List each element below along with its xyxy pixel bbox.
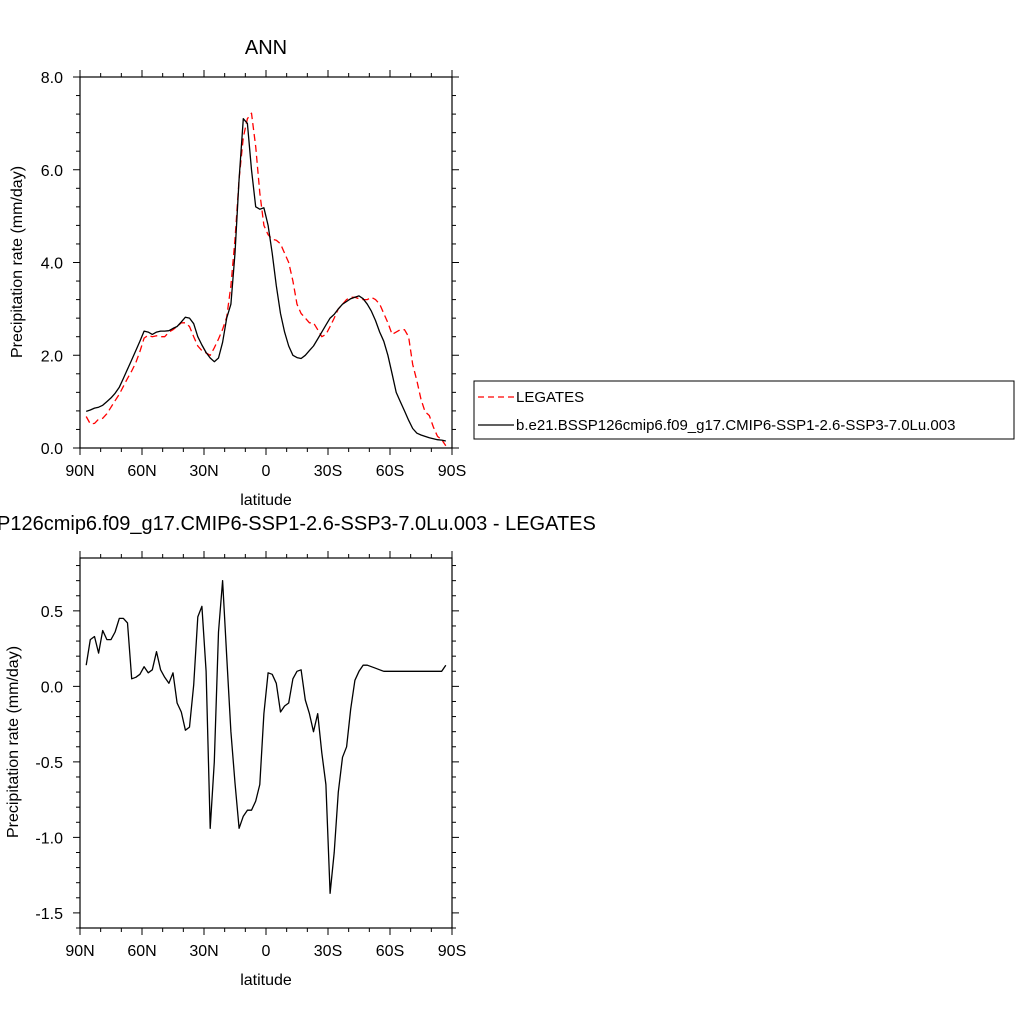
top-chart-xlabel: latitude	[240, 492, 292, 509]
bottom-x-tick-label: 30S	[314, 943, 342, 960]
top-series-line-legates	[85, 112, 447, 447]
bottom-x-tick-label: 90S	[438, 943, 466, 960]
bottom-chart-title: P126cmip6.f09_g17.CMIP6-SSP1-2.6-SSP3-7.…	[0, 513, 596, 535]
top-y-tick-label: 4.0	[41, 256, 63, 273]
top-chart-frame	[79, 76, 453, 449]
top-chart-legend: LEGATES b.e21.BSSP126cmip6.f09_g17.CMIP6…	[473, 380, 1015, 440]
bottom-chart-xlabel: latitude	[240, 972, 292, 989]
top-y-tick-label: 2.0	[41, 348, 63, 365]
top-y-tick-label: 8.0	[41, 70, 63, 87]
top-chart-title: ANN	[245, 37, 287, 59]
top-y-tick-label: 0.0	[41, 441, 63, 458]
bottom-x-tick-label: 90N	[65, 943, 94, 960]
bottom-y-tick-label: 0.5	[41, 604, 63, 621]
legend-label-model: b.e21.BSSP126cmip6.f09_g17.CMIP6-SSP1-2.…	[516, 417, 955, 434]
bottom-x-tick-label: 30N	[189, 943, 218, 960]
bottom-chart-ylabel: Precipitation rate (mm/day)	[5, 646, 22, 838]
top-chart-ylabel: Precipitation rate (mm/day)	[9, 166, 26, 358]
legend-box	[473, 380, 1015, 440]
bottom-y-tick-label: -0.5	[35, 755, 63, 772]
top-x-tick-label: 30N	[189, 463, 218, 480]
bottom-x-tick-label: 0	[262, 943, 271, 960]
bottom-chart-ticks: 90N 60N 30N 0 30S 60S 90S -1.5 -1.0 -0.5 0.0 0.5	[35, 551, 466, 960]
bottom-chart-frame	[79, 557, 453, 929]
bottom-y-tick-label: -1.5	[35, 906, 63, 923]
top-x-tick-label: 90S	[438, 463, 466, 480]
bottom-chart-series-group	[85, 580, 447, 894]
bottom-x-tick-label: 60N	[127, 943, 156, 960]
legend-label-legates: LEGATES	[516, 389, 584, 406]
top-x-tick-label: 90N	[65, 463, 94, 480]
top-chart-series-group	[85, 112, 447, 447]
bottom-chart-panel: P126cmip6.f09_g17.CMIP6-SSP1-2.6-SSP3-7.…	[0, 513, 596, 989]
top-x-tick-label: 60S	[376, 463, 404, 480]
top-x-tick-label: 0	[262, 463, 271, 480]
bottom-x-tick-label: 60S	[376, 943, 404, 960]
top-series-line-model	[85, 118, 446, 442]
top-x-tick-label: 60N	[127, 463, 156, 480]
top-chart-ticks: 90N 60N 30N 0 30S 60S 90S 0.0 2.0 4.0 6.0 8.0	[41, 70, 466, 480]
bottom-series-line-model	[85, 580, 447, 894]
top-y-tick-label: 6.0	[41, 163, 63, 180]
bottom-y-tick-label: 0.0	[41, 679, 63, 696]
bottom-y-tick-label: -1.0	[35, 830, 63, 847]
top-x-tick-label: 30S	[314, 463, 342, 480]
top-chart-panel: ANN latitude Precipitation rate (mm/day)…	[9, 37, 466, 509]
